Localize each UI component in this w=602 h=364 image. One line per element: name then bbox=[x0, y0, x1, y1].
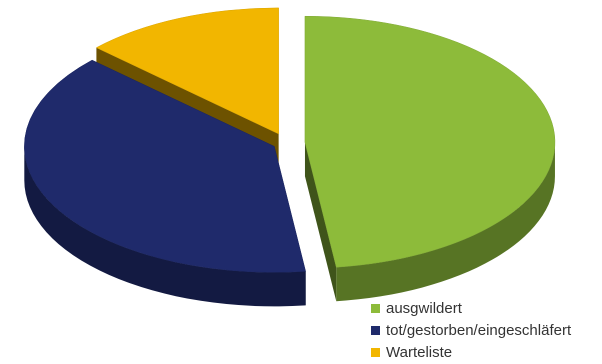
legend-item-ausgwildert: ausgwildert bbox=[371, 297, 571, 319]
legend-item-tot: tot/gestorben/eingeschläfert bbox=[371, 319, 571, 341]
chart-legend: ausgwildert tot/gestorben/eingeschläfert… bbox=[371, 297, 571, 363]
legend-item-warteliste: Warteliste bbox=[371, 341, 571, 363]
pie-slice-0-top bbox=[304, 15, 556, 268]
legend-label-tot: tot/gestorben/eingeschläfert bbox=[386, 321, 572, 339]
legend-label-ausgwildert: ausgwildert bbox=[386, 299, 462, 317]
pie-slice-1-top bbox=[24, 59, 306, 273]
legend-swatch-tot bbox=[371, 325, 380, 335]
legend-swatch-ausgwildert bbox=[371, 303, 380, 313]
pie-slice-0-side bbox=[304, 142, 555, 302]
pie-slice-2-top bbox=[95, 7, 279, 135]
legend-swatch-warteliste bbox=[371, 347, 380, 357]
pie-slice-1-rim-0 bbox=[24, 146, 306, 307]
pie-slice-0-rim-0 bbox=[336, 142, 555, 302]
pie-slice-0-wall-1 bbox=[304, 142, 337, 302]
legend-label-warteliste: Warteliste bbox=[386, 343, 453, 361]
